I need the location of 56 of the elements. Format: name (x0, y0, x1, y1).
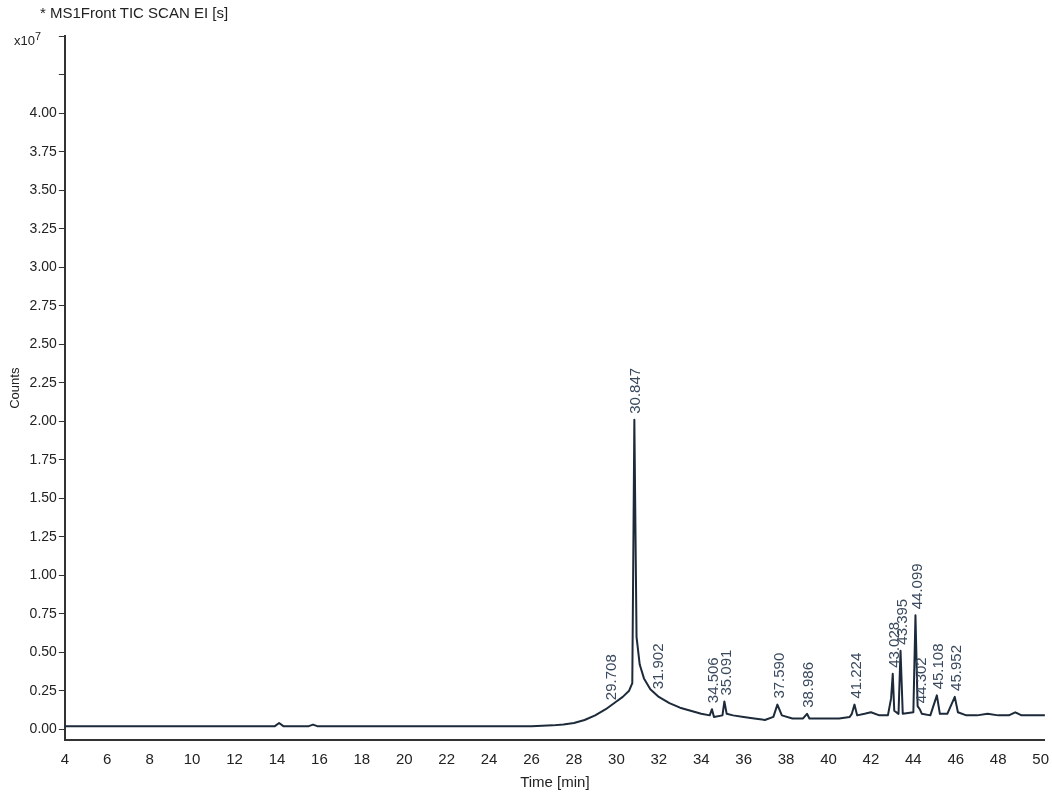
x-tick-label: 4 (60, 750, 70, 768)
y-tick-label: 3.50 (29, 181, 58, 198)
x-tick-label: 40 (820, 750, 837, 768)
y-tick-label: 1.25 (29, 527, 58, 544)
y-tick-label: 4.00 (29, 104, 58, 121)
y-tick-label: 3.00 (29, 258, 58, 275)
chart-title: * MS1Front TIC SCAN EI [s] (40, 4, 229, 21)
annotation: 29.708 (602, 654, 620, 701)
annotation: 44.302 (911, 657, 929, 704)
x-tick-label: 22 (438, 750, 456, 768)
x-tick-label: 20 (395, 750, 413, 768)
x-tick-label: 34 (692, 750, 710, 768)
annotation: 41.224 (846, 652, 864, 699)
y-tick-label: 1.50 (29, 489, 58, 506)
annotation: 34.506 (704, 657, 722, 704)
y-tick-label: 0.00 (29, 720, 58, 737)
y-tick-label: 0.75 (29, 604, 58, 621)
y-tick-label: 0.50 (29, 643, 58, 660)
x-tick-label: 50 (1032, 750, 1049, 768)
x-axis-title: Time [min] (520, 773, 590, 791)
y-tick-label: 2.50 (29, 335, 58, 352)
y-tick-label: 2.75 (29, 296, 58, 313)
x-tick-label: 32 (650, 750, 668, 768)
x-tick-label: 46 (947, 750, 965, 768)
x-tick-label: 42 (862, 750, 880, 768)
x-tick-label: 10 (183, 750, 201, 768)
text: x10$^{7}$ (14, 30, 41, 49)
y-tick-label: 1.75 (29, 450, 58, 467)
x-tick-label: 48 (989, 750, 1007, 768)
y-tick-label: 1.00 (29, 566, 58, 583)
annotation: 37.590 (769, 652, 787, 699)
x-tick-label: 36 (735, 750, 752, 768)
x-tick-label: 6 (103, 750, 112, 768)
x-tick-label: 26 (523, 750, 540, 768)
x-tick-label: 38 (777, 750, 795, 768)
x-tick-label: 8 (145, 750, 154, 768)
y-axis-title: Counts (7, 367, 23, 409)
x-tick-label: 24 (480, 750, 498, 768)
annotation: 45.108 (929, 643, 947, 690)
annotation: 31.902 (648, 643, 666, 690)
annotation: 30.847 (626, 367, 644, 414)
x-tick-label: 44 (905, 750, 922, 768)
y-tick-label: 3.25 (29, 219, 58, 236)
y-tick-label: 2.00 (29, 412, 58, 429)
x-tick-label: 18 (353, 750, 371, 768)
y-tick-label: 0.25 (29, 681, 58, 698)
annotation: 38.986 (799, 661, 817, 708)
x-tick-label: 14 (268, 750, 286, 768)
x-tick-label: 16 (311, 750, 328, 768)
y-tick-label: 3.75 (29, 142, 58, 159)
y-tick-label: 2.25 (29, 373, 58, 390)
x-tick-label: 12 (226, 750, 243, 768)
x-tick-label: 28 (565, 750, 583, 768)
annotation: 45.952 (946, 645, 964, 691)
x-tick-label: 30 (608, 750, 625, 768)
annotation: 44.099 (907, 563, 925, 610)
